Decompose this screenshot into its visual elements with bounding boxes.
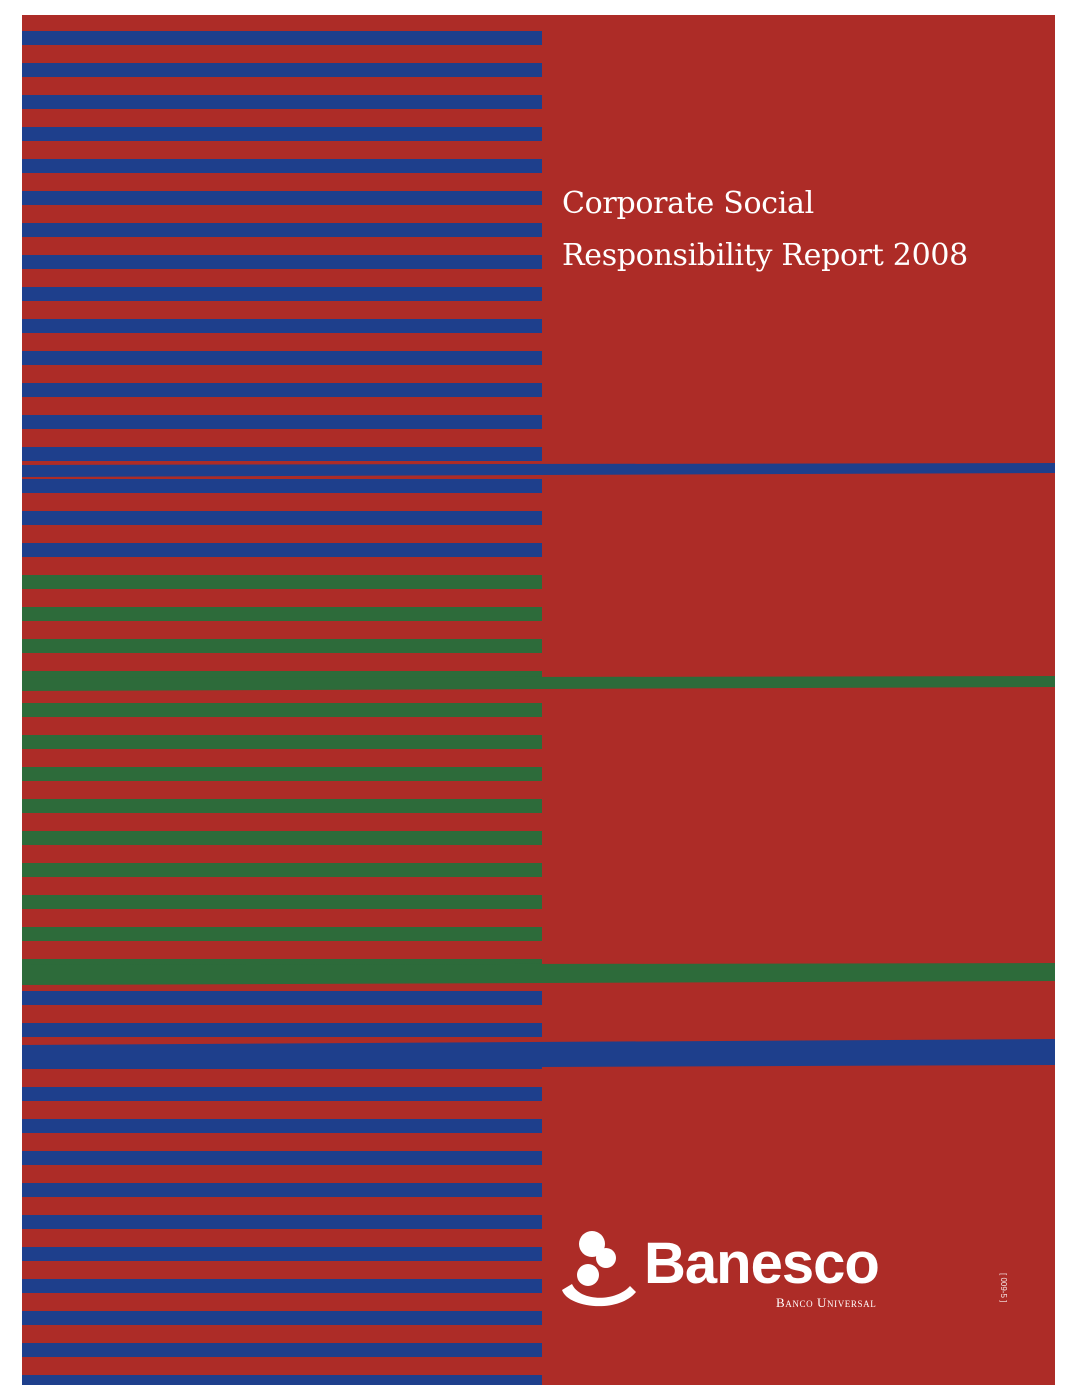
stripe-36 <box>22 1183 542 1197</box>
stripe-34 <box>22 1119 542 1133</box>
stripe-0 <box>22 31 542 45</box>
stripe-18 <box>22 607 542 621</box>
stripe-16 <box>22 543 542 557</box>
stripe-10 <box>22 351 542 365</box>
stripe-1 <box>22 63 542 77</box>
stripe-40 <box>22 1311 542 1325</box>
stripe-2 <box>22 95 542 109</box>
stripe-39 <box>22 1279 542 1293</box>
stripe-7 <box>22 255 542 269</box>
stripe-37 <box>22 1215 542 1229</box>
stripe-23 <box>22 767 542 781</box>
cover-page: Corporate Social Responsibility Report 2… <box>22 15 1055 1385</box>
stripe-5 <box>22 191 542 205</box>
stripe-31 <box>22 1023 542 1037</box>
brand-tagline: Banco Universal <box>776 1295 877 1310</box>
stripe-4 <box>22 159 542 173</box>
report-title: Corporate Social Responsibility Report 2… <box>562 178 968 282</box>
stripe-41 <box>22 1343 542 1357</box>
streak-0 <box>22 463 1055 477</box>
streak-1 <box>22 676 1055 691</box>
stripe-17 <box>22 575 542 589</box>
stripe-3 <box>22 127 542 141</box>
document-code: [ 009-5 ] <box>999 1273 1008 1303</box>
stripe-22 <box>22 735 542 749</box>
stripe-13 <box>22 447 542 461</box>
stripe-11 <box>22 383 542 397</box>
stripe-8 <box>22 287 542 301</box>
stripe-28 <box>22 927 542 941</box>
banesco-figure-icon <box>562 1231 636 1307</box>
stripe-24 <box>22 799 542 813</box>
title-line-1: Corporate Social <box>562 186 814 221</box>
stripe-21 <box>22 703 542 717</box>
stripe-30 <box>22 991 542 1005</box>
brand-name: Banesco <box>644 1231 880 1296</box>
stripe-25 <box>22 831 542 845</box>
stripe-6 <box>22 223 542 237</box>
stripe-pattern <box>22 31 1055 1385</box>
streak-3 <box>22 1039 1055 1069</box>
stripe-38 <box>22 1247 542 1261</box>
streak-2 <box>22 963 1055 985</box>
stripe-27 <box>22 895 542 909</box>
stripe-15 <box>22 511 542 525</box>
stripe-35 <box>22 1151 542 1165</box>
stripe-14 <box>22 479 542 493</box>
stripe-12 <box>22 415 542 429</box>
stripe-33 <box>22 1087 542 1101</box>
stripe-19 <box>22 639 542 653</box>
title-line-2: Responsibility Report 2008 <box>562 238 968 273</box>
stripe-26 <box>22 863 542 877</box>
stripe-42 <box>22 1375 542 1385</box>
stripe-9 <box>22 319 542 333</box>
banesco-logo: Banesco Banco Universal <box>558 1228 948 1328</box>
